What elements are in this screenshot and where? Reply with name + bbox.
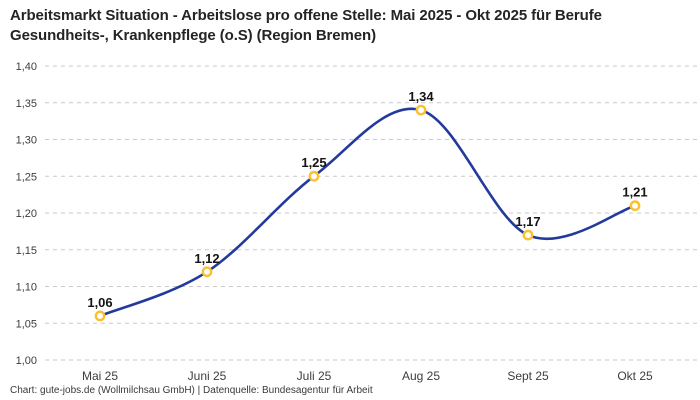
data-point-marker [522, 229, 534, 241]
x-tick-label: Juni 25 [188, 369, 227, 383]
chart-title: Arbeitsmarkt Situation - Arbeitslose pro… [10, 7, 602, 44]
x-tick-label: Mai 25 [82, 369, 118, 383]
data-point-label: 1,21 [622, 185, 647, 200]
y-tick-label: 1,00 [16, 355, 37, 367]
x-tick-label: Sept 25 [507, 369, 549, 383]
y-tick-label: 1,40 [16, 61, 37, 73]
data-point-marker [201, 266, 213, 278]
x-tick-label: Okt 25 [617, 369, 653, 383]
data-point-marker [415, 104, 427, 116]
x-tick-label: Aug 25 [402, 369, 440, 383]
y-tick-label: 1,25 [16, 171, 37, 183]
x-tick-label: Juli 25 [297, 369, 332, 383]
y-tick-label: 1,20 [16, 208, 37, 220]
y-tick-label: 1,10 [16, 282, 37, 294]
data-point-label: 1,25 [301, 155, 326, 170]
data-point-marker [308, 170, 320, 182]
data-point-label: 1,17 [515, 214, 540, 229]
data-point-marker [94, 310, 106, 322]
chart-attribution: Chart: gute-jobs.de (Wollmilchsau GmbH) … [10, 385, 373, 396]
y-tick-label: 1,35 [16, 98, 37, 110]
y-tick-label: 1,05 [16, 318, 37, 330]
y-tick-label: 1,30 [16, 135, 37, 147]
data-point-label: 1,06 [87, 295, 112, 310]
y-tick-label: 1,15 [16, 245, 37, 257]
data-point-label: 1,12 [194, 251, 219, 266]
data-point-label: 1,34 [408, 89, 434, 104]
data-point-marker [629, 200, 641, 212]
